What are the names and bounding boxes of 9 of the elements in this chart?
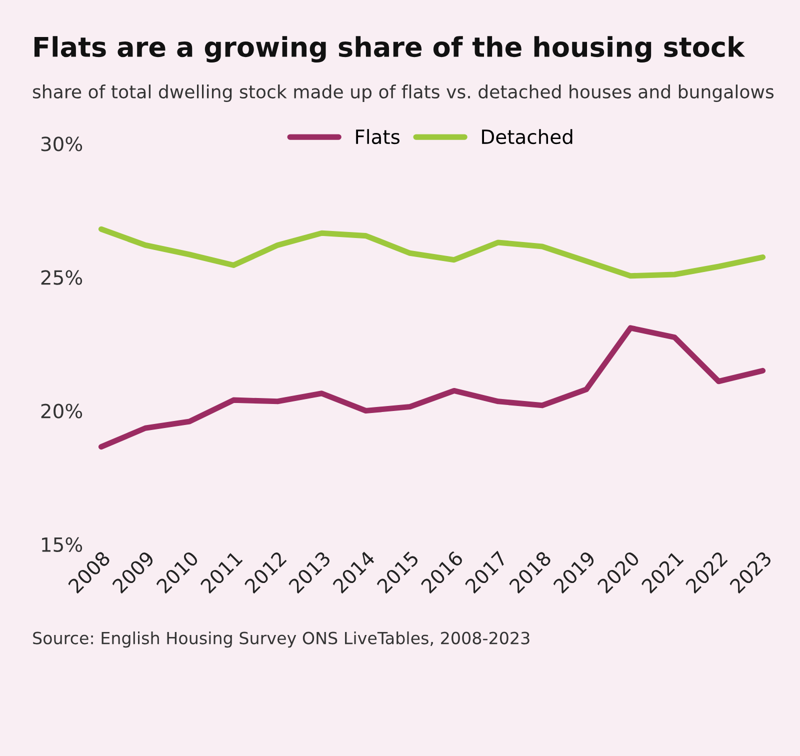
y-tick-label: 30% (41, 136, 82, 152)
legend-label: Flats (356, 129, 400, 144)
y-tick-label: 15% (42, 537, 82, 552)
y-tick-label: 25% (41, 270, 82, 285)
chart-subtitle: share of total dwelling stock made up of flats vs. detached houses and bungalows (32, 84, 774, 102)
y-tick-label: 20% (41, 404, 82, 418)
legend-label: Detached (482, 129, 572, 144)
chart-title: Flats are a growing share of the housing stock (34, 36, 746, 63)
source-note: Source: English Housing Survey ONS LiveTables, 2008-2023 (33, 631, 530, 648)
